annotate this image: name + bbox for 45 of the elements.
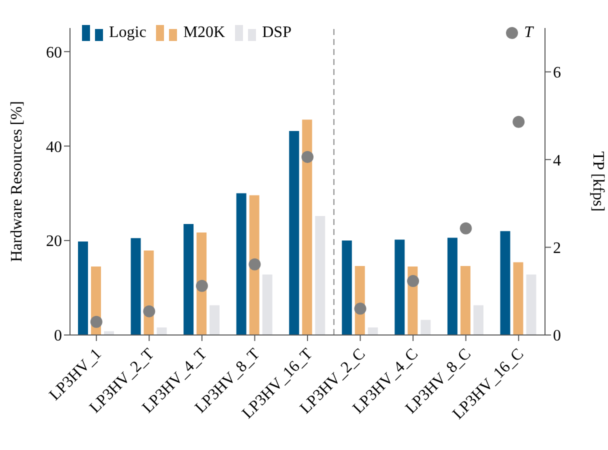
point [302,150,314,163]
point [143,305,156,318]
point [90,316,102,328]
point [196,280,208,292]
bar [513,262,524,335]
y-tick-label: 0 [54,328,62,345]
bar [315,216,326,335]
y-axis-title: Hardware Resources [%] [8,101,26,262]
point [460,222,472,234]
bar [184,224,194,335]
bar [500,231,510,335]
bar [289,130,300,335]
point [512,116,525,128]
legend-label: Logic [109,24,146,42]
bar [394,240,405,335]
y2-tick-label: 4 [553,152,561,170]
y-tick-label: 40 [46,138,62,156]
bar [262,274,272,335]
bar [210,305,220,335]
bar [104,331,114,335]
bar [130,238,141,335]
y-tick-label: 60 [46,44,62,62]
bar [526,274,536,335]
bar [473,305,484,335]
y2-tick-label: 6 [553,64,561,82]
bar [420,320,431,335]
bar [368,327,378,335]
y2-tick-label: 2 [553,240,561,257]
bar [236,193,246,335]
y2-axis-title: TP [kfps] [589,151,606,212]
bar [249,195,260,335]
bar [302,120,312,335]
bar [156,327,167,335]
point [248,258,261,270]
y-tick-label: 20 [46,233,62,250]
y2-tick-label: 0 [553,328,561,345]
point [407,275,420,288]
point [354,302,366,315]
bar [460,266,470,335]
bar [78,241,88,335]
bar [342,240,352,335]
legend-label: T [524,24,533,42]
legend-label: M20K [183,24,226,42]
bar [447,238,458,335]
legend-label: DSP [262,24,292,42]
